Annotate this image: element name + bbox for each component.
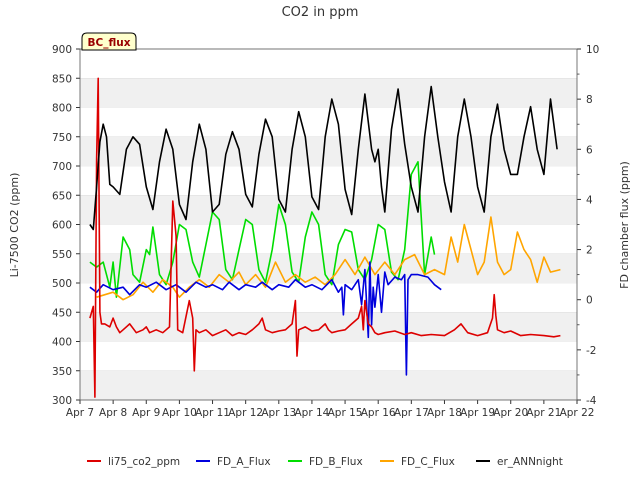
y-tick-label: 800 <box>52 103 72 115</box>
legend-label: FD_A_Flux <box>217 456 271 468</box>
y2-tick-label: -4 <box>586 395 597 407</box>
y-tick-label: 450 <box>52 307 72 319</box>
series-line-er-annnight <box>89 85 558 231</box>
y2-tick-label: -2 <box>586 345 596 357</box>
y-tick-label: 700 <box>52 161 72 173</box>
x-tick-label: Apr 14 <box>294 407 329 419</box>
x-tick-label: Apr 11 <box>195 407 230 419</box>
y2-tick-label: 0 <box>586 295 593 307</box>
y-tick-label: 550 <box>52 249 72 261</box>
x-tick-label: Apr 12 <box>228 407 263 419</box>
grid-band <box>80 195 577 225</box>
y2-tick-label: 2 <box>586 245 593 257</box>
x-tick-label: Apr 13 <box>261 407 296 419</box>
chart-title: CO2 in ppm <box>282 5 359 20</box>
site-badge-label: BC_flux <box>88 37 131 49</box>
y2-tick-label: 8 <box>586 94 593 106</box>
x-tick-label: Apr 7 <box>66 407 94 419</box>
legend-label: FD_C_Flux <box>401 456 455 468</box>
x-tick-label: Apr 21 <box>526 407 561 419</box>
series-line-fd-a-flux <box>89 261 442 376</box>
x-tick-label: Apr 17 <box>394 407 429 419</box>
x-tick-label: Apr 8 <box>99 407 127 419</box>
legend-label: li75_co2_ppm <box>108 456 180 468</box>
grid-band <box>80 78 577 108</box>
y2-tick-label: 4 <box>586 194 593 206</box>
y-tick-label: 600 <box>52 220 72 232</box>
series-line-li75-co2-ppm <box>89 77 561 398</box>
legend-label: FD_B_Flux <box>309 456 363 468</box>
y-tick-label: 650 <box>52 190 72 202</box>
y-tick-label: 500 <box>52 278 72 290</box>
legend: li75_co2_ppm FD_A_Flux FD_B_Flux FD_C_Flux e… <box>87 456 563 468</box>
y-tick-label: 850 <box>52 73 72 85</box>
y-tick-label: 400 <box>52 337 72 349</box>
y2-axis-label: FD chamber flux (ppm) <box>618 161 631 289</box>
plot-border <box>79 48 578 401</box>
legend-label: er_ANNnight <box>497 456 563 468</box>
series-line-fd-b-flux <box>89 161 436 299</box>
series-lines <box>89 77 561 398</box>
y-axis-label: Li-7500 CO2 (ppm) <box>8 173 21 278</box>
plot-background-bands <box>80 48 577 400</box>
site-badge: BC_flux <box>81 32 137 51</box>
plot-frame <box>79 48 578 401</box>
left-y-axis: 300 350 400 450 500 550 600 650 700 750 800 850 900 <box>52 44 80 407</box>
x-tick-label: Apr 10 <box>162 407 197 419</box>
y-tick-label: 300 <box>52 395 72 407</box>
x-tick-label: Apr 16 <box>361 407 396 419</box>
x-tick-label: Apr 18 <box>427 407 462 419</box>
grid-band <box>80 253 577 283</box>
x-tick-label: Apr 22 <box>560 407 595 419</box>
y2-tick-label: 10 <box>586 44 599 56</box>
y2-tick-label: 6 <box>586 144 593 156</box>
x-tick-label: Apr 19 <box>460 407 495 419</box>
y-tick-label: 750 <box>52 132 72 144</box>
right-y-axis: -4 -2 0 2 4 6 8 10 <box>577 44 599 407</box>
y-tick-label: 350 <box>52 366 72 378</box>
grid-band <box>80 312 577 342</box>
x-tick-label: Apr 15 <box>328 407 363 419</box>
x-tick-label: Apr 20 <box>493 407 528 419</box>
y-tick-label: 900 <box>52 44 72 56</box>
grid-band <box>80 370 577 400</box>
series-line-fd-c-flux <box>96 216 561 301</box>
x-tick-label: Apr 9 <box>132 407 160 419</box>
